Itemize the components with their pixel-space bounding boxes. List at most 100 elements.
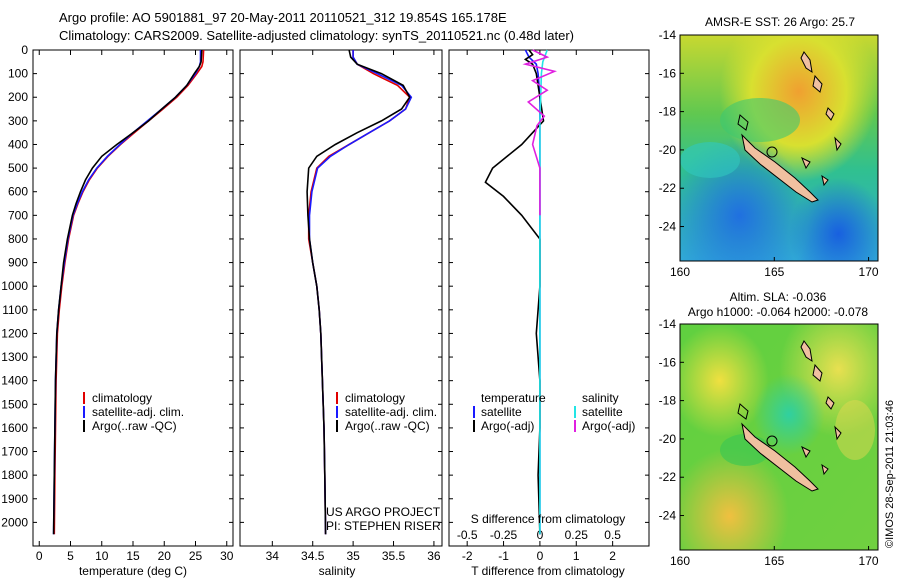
- map-x-tick-label: 165: [764, 265, 784, 279]
- profile-line-argo-raw-qc-: [306, 49, 411, 535]
- salinity-axes: [239, 49, 443, 547]
- s-tick-label: 0: [537, 528, 544, 542]
- sst-coastline: [737, 51, 842, 203]
- x-tick-label: 0: [537, 549, 544, 563]
- temperature-legend: climatology satellite-adj. clim. Argo(..…: [83, 391, 184, 433]
- x-tick-label: 36: [427, 549, 441, 563]
- x-tick-label: 35.5: [382, 549, 406, 563]
- depth-tick-label: 100: [8, 67, 28, 81]
- profile-line-argo-raw-qc-: [52, 49, 203, 535]
- pi-annotation: PI: STEPHEN RISER: [326, 519, 441, 533]
- temperature-profiles: [52, 49, 205, 535]
- temperature-axes: [32, 49, 234, 547]
- x-tick-label: -2: [462, 549, 473, 563]
- depth-tick-label: 1700: [1, 445, 28, 459]
- map-y-tick-label: -18: [659, 394, 677, 408]
- x-tick-label: 0: [36, 549, 43, 563]
- depth-tick-label: 400: [8, 137, 28, 151]
- map-y-tick-label: -18: [659, 105, 677, 119]
- t-difference-tick-labels: -2 -1 0 1 2: [449, 49, 649, 563]
- legend-label-climatology: climatology: [345, 391, 405, 405]
- x-tick-label: 10: [95, 549, 109, 563]
- salinity-xlabel: salinity: [319, 564, 356, 578]
- map-y-tick-label: -14: [659, 28, 677, 42]
- x-tick-label: 5: [67, 549, 74, 563]
- x-tick-label: 34: [266, 549, 280, 563]
- legend-label-t-satellite: satellite: [481, 405, 522, 419]
- profile-line-temperature-argo-adj-: [484, 49, 545, 535]
- depth-tick-label: 700: [8, 208, 28, 222]
- temperature-xlabel: temperature (deg C): [79, 564, 187, 578]
- depth-tick-label: 1300: [1, 350, 28, 364]
- legend-label-satellite: satellite-adj. clim.: [345, 405, 437, 419]
- depth-tick-label: 900: [8, 256, 28, 270]
- x-tick-label: 35: [346, 549, 360, 563]
- s-difference-tick-labels: -0.5 -0.25 0 0.25 0.5: [457, 528, 621, 542]
- sst-map-axes: [679, 34, 879, 262]
- map-y-tick-label: -22: [659, 181, 677, 195]
- salinity-profiles: [306, 49, 413, 535]
- sla-field: [680, 324, 878, 550]
- map-y-tick-label: -24: [659, 220, 677, 234]
- map-y-tick-label: -20: [659, 143, 677, 157]
- depth-tick-label: 600: [8, 185, 28, 199]
- depth-tick-label: 1500: [1, 397, 28, 411]
- salinity-tick-labels: 34 34.5 35 35.5 36: [240, 49, 442, 563]
- map-x-tick-label: 160: [670, 554, 690, 568]
- profile-line-salinity-argo-adj-: [522, 49, 558, 216]
- sla-map-tick-labels: 160 165 170 -14 -16 -18 -20 -22 -24: [659, 317, 879, 568]
- s-tick-label: 0.25: [565, 528, 589, 542]
- project-annotation: US ARGO PROJECT: [326, 505, 441, 519]
- s-tick-label: -0.25: [490, 528, 518, 542]
- legend-title-salinity: salinity: [582, 391, 619, 405]
- figure-title-line2: Climatology: CARS2009. Satellite-adjuste…: [59, 28, 574, 43]
- depth-tick-label: 1800: [1, 468, 28, 482]
- t-difference-label: T difference from climatology: [471, 564, 625, 578]
- difference-profiles: [484, 49, 558, 535]
- depth-tick-label: 1200: [1, 326, 28, 340]
- x-tick-label: 30: [220, 549, 234, 563]
- map-y-tick-label: -20: [659, 432, 677, 446]
- depth-tick-label: 0: [21, 43, 28, 57]
- difference-panel: -2 -1 0 1 2 -0.5 -0.25 0 0.25 0.5 S difference f…: [448, 49, 650, 578]
- sla-map-title-line1: Altim. SLA: -0.036: [730, 290, 827, 304]
- sla-map-panel: Altim. SLA: -0.036 Argo h1000: -0.064 h2…: [659, 290, 879, 568]
- legend-label-climatology: climatology: [92, 391, 152, 405]
- difference-axes: [448, 49, 650, 547]
- map-x-tick-label: 165: [764, 554, 784, 568]
- legend-label-argo: Argo(..raw -QC): [92, 419, 177, 433]
- s-tick-label: -0.5: [457, 528, 478, 542]
- map-x-tick-label: 170: [859, 265, 879, 279]
- s-tick-label: 0.5: [604, 528, 621, 542]
- x-tick-label: 20: [158, 549, 172, 563]
- x-tick-label: 34.5: [301, 549, 325, 563]
- map-x-tick-label: 170: [859, 554, 879, 568]
- temperature-panel: 0100200300400500600700800900100011001200…: [1, 43, 233, 578]
- depth-tick-label: 1900: [1, 492, 28, 506]
- depth-tick-label: 200: [8, 90, 28, 104]
- x-tick-label: 1: [573, 549, 580, 563]
- x-tick-label: -1: [498, 549, 509, 563]
- depth-tick-labels: 0 100 200 300 400 500 600 700 800 900 1000 1100 1200…: [1, 43, 28, 529]
- x-tick-label: 25: [189, 549, 203, 563]
- temperature-tick-labels: 0 5 10 15 20 25 30: [33, 49, 234, 563]
- s-difference-label: S difference from climatology: [471, 512, 626, 526]
- x-tick-label: 2: [609, 549, 616, 563]
- depth-tick-label: 1400: [1, 374, 28, 388]
- depth-tick-label: 1600: [1, 421, 28, 435]
- map-y-tick-label: -22: [659, 470, 677, 484]
- depth-tick-label: 500: [8, 161, 28, 175]
- sla-map-title-line2: Argo h1000: -0.064 h2000: -0.078: [688, 305, 868, 319]
- map-y-tick-label: -24: [659, 509, 677, 523]
- depth-tick-label: 2000: [1, 515, 28, 529]
- legend-label-s-satellite: satellite: [582, 405, 623, 419]
- depth-tick-label: 800: [8, 232, 28, 246]
- map-y-tick-label: -16: [659, 355, 677, 369]
- legend-title-temperature: temperature: [481, 391, 546, 405]
- legend-label-t-argo: Argo(-adj): [481, 419, 534, 433]
- sla-map-axes: [679, 323, 879, 551]
- legend-label-s-argo: Argo(-adj): [582, 419, 635, 433]
- map-x-tick-label: 160: [670, 265, 690, 279]
- sst-map-tick-labels: 160 165 170 -14 -16 -18 -20 -22 -24: [659, 28, 879, 279]
